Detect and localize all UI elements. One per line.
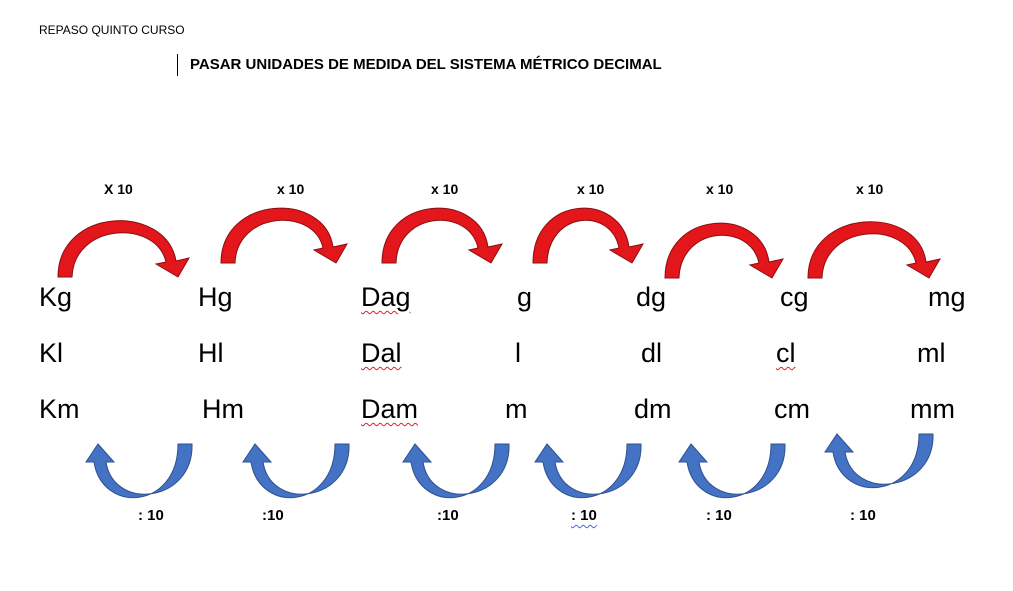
multiply-label: x 10 <box>277 181 305 197</box>
unit-length: Km <box>39 394 80 424</box>
multiply-arrow-icon <box>532 207 644 264</box>
divide-label: :10 <box>262 507 284 524</box>
multiply-arrow-icon <box>220 207 348 264</box>
divide-arrow-icon <box>242 443 350 499</box>
page-title: PASAR UNIDADES DE MEDIDA DEL SISTEMA MÉT… <box>190 56 662 73</box>
multiply-label: x 10 <box>577 181 605 197</box>
multiply-label: x 10 <box>706 181 734 197</box>
unit-length: mm <box>910 394 955 424</box>
unit-mass: dg <box>636 282 667 312</box>
unit-mass: Dag <box>361 282 411 312</box>
unit-volume: ml <box>917 338 946 368</box>
text-cursor <box>177 54 178 76</box>
unit-volume: Dal <box>361 338 402 368</box>
unit-volume: l <box>515 338 521 368</box>
divide-label: : 10 <box>138 507 164 524</box>
unit-length: cm <box>774 394 810 424</box>
unit-length: Hm <box>202 394 244 424</box>
divide-label: : 10 <box>850 507 876 524</box>
unit-mass: mg <box>928 282 966 312</box>
unit-volume: dl <box>641 338 663 368</box>
unit-volume: Hl <box>198 338 224 368</box>
divide-label: : 10 <box>571 507 597 524</box>
divide-arrow-icon <box>534 443 642 499</box>
unit-mass: g <box>517 282 533 312</box>
multiply-arrow-icon <box>57 220 191 278</box>
multiply-label: x 10 <box>431 181 459 197</box>
course-header: REPASO QUINTO CURSO <box>39 23 185 37</box>
unit-length: dm <box>634 394 672 424</box>
divide-label: :10 <box>437 507 459 524</box>
unit-mass: Kg <box>39 282 73 312</box>
unit-mass: cg <box>780 282 809 312</box>
multiply-label: X 10 <box>104 181 133 197</box>
unit-length: m <box>505 394 528 424</box>
divide-arrow-icon <box>402 443 510 499</box>
multiply-label: x 10 <box>856 181 884 197</box>
unit-length: Dam <box>361 394 419 424</box>
unit-volume: cl <box>776 338 796 368</box>
unit-mass: Hg <box>198 282 233 312</box>
multiply-arrow-icon <box>807 221 941 279</box>
divide-arrow-icon <box>85 443 193 499</box>
multiply-arrow-icon <box>381 207 503 264</box>
divide-arrow-icon <box>678 443 786 499</box>
divide-label: : 10 <box>706 507 732 524</box>
unit-volume: Kl <box>39 338 64 368</box>
multiply-arrow-icon <box>664 222 784 279</box>
divide-arrow-icon <box>824 433 934 489</box>
